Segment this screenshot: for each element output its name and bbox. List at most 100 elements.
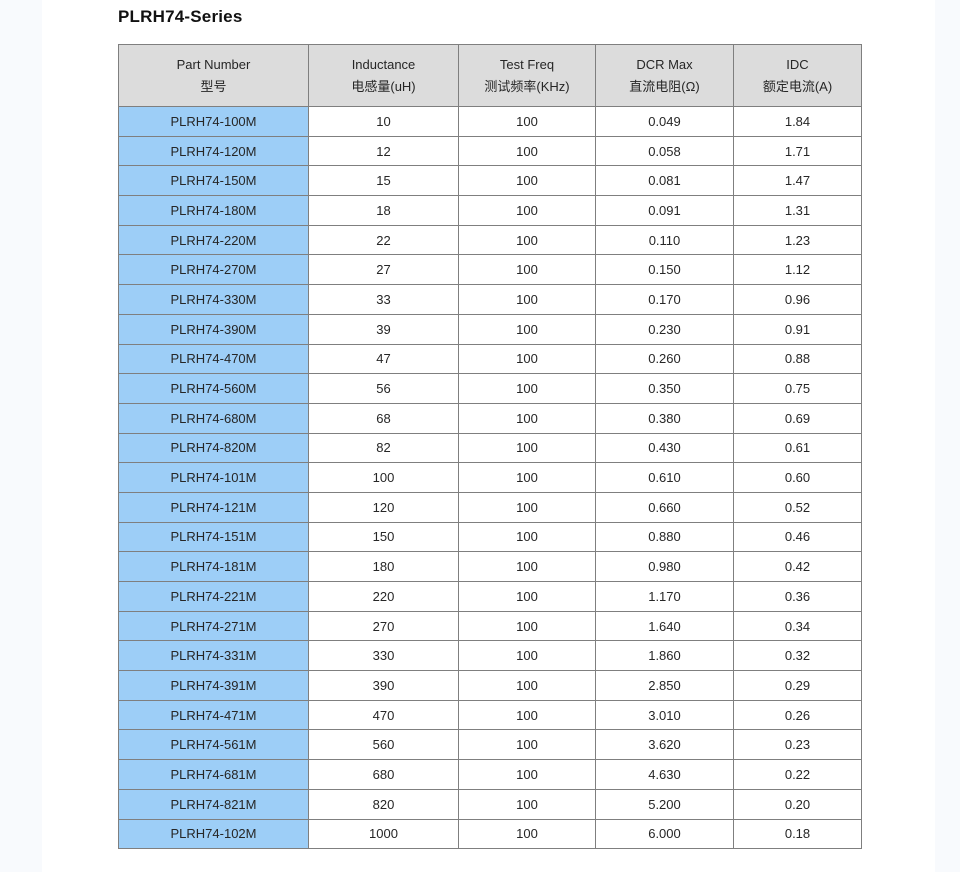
header-row: Part Number 型号 Inductance 电感量(uH) Test F… — [118, 44, 862, 107]
cell-inductance: 390 — [308, 670, 459, 701]
cell-part-number: PLRH74-120M — [118, 135, 309, 167]
cell-test-freq: 100 — [458, 729, 596, 761]
cell-part-number: PLRH74-471M — [118, 699, 309, 731]
cell-part-number: PLRH74-101M — [118, 462, 309, 493]
cell-part-number: PLRH74-390M — [118, 313, 309, 345]
cell-part-number: PLRH74-220M — [118, 224, 309, 256]
cell-dcr-max: 0.660 — [595, 491, 734, 523]
cell-idc: 1.31 — [733, 195, 862, 226]
cell-dcr-max: 6.000 — [595, 818, 734, 850]
cell-dcr-max: 0.350 — [595, 373, 734, 404]
cell-dcr-max: 5.200 — [595, 788, 734, 820]
table-row: PLRH74-181M 180 100 0.980 0.42 — [118, 551, 862, 582]
cell-part-number: PLRH74-680M — [118, 402, 309, 434]
cell-inductance: 39 — [308, 313, 459, 345]
cell-dcr-max: 1.170 — [595, 581, 734, 612]
cell-test-freq: 100 — [458, 343, 596, 375]
cell-test-freq: 100 — [458, 432, 596, 464]
page-title: PLRH74-Series — [118, 7, 243, 26]
table-row: PLRH74-821M 820 100 5.200 0.20 — [118, 788, 862, 820]
cell-test-freq: 100 — [458, 313, 596, 345]
table-row: PLRH74-102M 1000 100 6.000 0.18 — [118, 818, 862, 850]
cell-part-number: PLRH74-821M — [118, 788, 309, 820]
col-header-idc: IDC 额定电流(A) — [733, 44, 862, 107]
cell-part-number: PLRH74-150M — [118, 165, 309, 197]
cell-dcr-max: 0.081 — [595, 165, 734, 197]
table-row: PLRH74-391M 390 100 2.850 0.29 — [118, 670, 862, 701]
cell-inductance: 56 — [308, 373, 459, 404]
table-row: PLRH74-561M 560 100 3.620 0.23 — [118, 729, 862, 761]
cell-test-freq: 100 — [458, 670, 596, 701]
cell-inductance: 47 — [308, 343, 459, 375]
cell-idc: 0.32 — [733, 640, 862, 672]
col-header-en: DCR Max — [636, 56, 693, 72]
cell-idc: 0.61 — [733, 432, 862, 464]
cell-inductance: 82 — [308, 432, 459, 464]
table-row: PLRH74-820M 82 100 0.430 0.61 — [118, 432, 862, 464]
cell-idc: 0.88 — [733, 343, 862, 375]
col-header-en: Test Freq — [499, 56, 555, 72]
cell-part-number: PLRH74-560M — [118, 373, 309, 404]
table-row: PLRH74-271M 270 100 1.640 0.34 — [118, 610, 862, 642]
cell-dcr-max: 0.430 — [595, 432, 734, 464]
table-row: PLRH74-121M 120 100 0.660 0.52 — [118, 491, 862, 523]
cell-inductance: 180 — [308, 551, 459, 582]
cell-inductance: 270 — [308, 610, 459, 642]
table-row: PLRH74-470M 47 100 0.260 0.88 — [118, 343, 862, 375]
cell-test-freq: 100 — [458, 165, 596, 197]
cell-idc: 0.26 — [733, 699, 862, 731]
cell-part-number: PLRH74-100M — [118, 106, 309, 137]
cell-dcr-max: 1.640 — [595, 610, 734, 642]
cell-test-freq: 100 — [458, 788, 596, 820]
cell-inductance: 680 — [308, 759, 459, 790]
spec-table-header: Part Number 型号 Inductance 电感量(uH) Test F… — [118, 44, 862, 107]
cell-dcr-max: 3.620 — [595, 729, 734, 761]
col-header-zh: 测试频率(KHz) — [484, 78, 570, 94]
cell-test-freq: 100 — [458, 759, 596, 790]
cell-inductance: 150 — [308, 521, 459, 553]
cell-part-number: PLRH74-470M — [118, 343, 309, 375]
cell-inductance: 1000 — [308, 818, 459, 850]
cell-test-freq: 100 — [458, 640, 596, 672]
cell-part-number: PLRH74-330M — [118, 284, 309, 315]
col-header-en: IDC — [786, 56, 809, 72]
cell-part-number: PLRH74-391M — [118, 670, 309, 701]
table-row: PLRH74-471M 470 100 3.010 0.26 — [118, 699, 862, 731]
table-row: PLRH74-680M 68 100 0.380 0.69 — [118, 402, 862, 434]
cell-test-freq: 100 — [458, 491, 596, 523]
cell-idc: 0.34 — [733, 610, 862, 642]
table-row: PLRH74-220M 22 100 0.110 1.23 — [118, 224, 862, 256]
cell-inductance: 470 — [308, 699, 459, 731]
cell-test-freq: 100 — [458, 610, 596, 642]
cell-test-freq: 100 — [458, 195, 596, 226]
cell-idc: 1.12 — [733, 254, 862, 286]
cell-part-number: PLRH74-820M — [118, 432, 309, 464]
col-header-part-number: Part Number 型号 — [118, 44, 309, 107]
cell-idc: 0.46 — [733, 521, 862, 553]
cell-dcr-max: 0.880 — [595, 521, 734, 553]
cell-dcr-max: 1.860 — [595, 640, 734, 672]
left-margin-strip — [0, 0, 42, 872]
cell-part-number: PLRH74-221M — [118, 581, 309, 612]
cell-inductance: 15 — [308, 165, 459, 197]
cell-part-number: PLRH74-331M — [118, 640, 309, 672]
cell-dcr-max: 2.850 — [595, 670, 734, 701]
cell-part-number: PLRH74-180M — [118, 195, 309, 226]
cell-idc: 0.20 — [733, 788, 862, 820]
table-row: PLRH74-681M 680 100 4.630 0.22 — [118, 759, 862, 790]
cell-inductance: 68 — [308, 402, 459, 434]
table-row: PLRH74-150M 15 100 0.081 1.47 — [118, 165, 862, 197]
col-header-test-freq: Test Freq 测试频率(KHz) — [458, 44, 596, 107]
cell-dcr-max: 0.091 — [595, 195, 734, 226]
cell-inductance: 27 — [308, 254, 459, 286]
cell-inductance: 18 — [308, 195, 459, 226]
content-area: PLRH74-Series Part Number 型号 Inductance … — [118, 0, 862, 850]
cell-test-freq: 100 — [458, 284, 596, 315]
cell-idc: 0.29 — [733, 670, 862, 701]
cell-dcr-max: 0.260 — [595, 343, 734, 375]
col-header-zh: 型号 — [200, 78, 227, 94]
cell-inductance: 10 — [308, 106, 459, 137]
cell-test-freq: 100 — [458, 818, 596, 850]
cell-dcr-max: 4.630 — [595, 759, 734, 790]
table-row: PLRH74-180M 18 100 0.091 1.31 — [118, 195, 862, 226]
